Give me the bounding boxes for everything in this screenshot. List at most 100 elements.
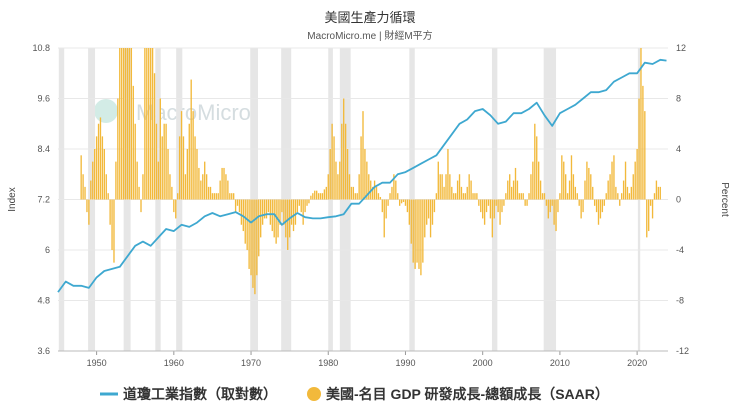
left-tick-label: 9.6: [37, 94, 50, 104]
bar: [113, 199, 115, 263]
left-tick-label: 7.2: [37, 195, 50, 205]
bar: [466, 186, 468, 200]
bar: [530, 174, 532, 200]
bar: [317, 193, 320, 200]
bar: [597, 199, 600, 225]
x-tick-label: 1970: [241, 358, 261, 368]
bar: [366, 161, 368, 200]
bar: [261, 199, 264, 225]
bar: [192, 111, 194, 200]
bar: [607, 180, 609, 200]
bar: [445, 174, 447, 200]
bar: [429, 199, 432, 238]
bar: [483, 199, 486, 225]
bar: [109, 199, 111, 225]
bar: [329, 149, 331, 200]
bar: [204, 161, 206, 200]
bar: [323, 189, 326, 200]
bar: [480, 199, 482, 213]
bar: [182, 136, 185, 200]
bar: [92, 161, 94, 200]
bar: [379, 196, 382, 200]
bar: [180, 111, 183, 200]
bar: [501, 199, 503, 213]
bar: [321, 193, 324, 200]
bar: [628, 193, 631, 200]
bar: [555, 199, 557, 232]
bar: [474, 193, 476, 200]
bar: [256, 199, 258, 276]
bar: [134, 123, 136, 200]
bar: [142, 174, 144, 200]
bar: [512, 180, 515, 200]
bar: [290, 199, 293, 225]
bar: [364, 149, 366, 200]
bar: [377, 193, 380, 200]
bar: [646, 199, 648, 238]
bar: [462, 193, 465, 200]
bar: [298, 199, 300, 206]
bar: [649, 199, 652, 206]
bar: [358, 174, 360, 200]
bar: [620, 193, 623, 200]
bar: [225, 174, 227, 200]
bar: [122, 48, 125, 200]
bar: [516, 180, 519, 200]
bar: [595, 199, 598, 213]
bar: [622, 180, 625, 200]
bar: [194, 136, 196, 200]
bar: [128, 48, 131, 200]
bar: [547, 199, 549, 219]
legend-bar-marker: [307, 387, 321, 401]
bar: [447, 149, 449, 200]
bar: [510, 186, 513, 200]
bar: [103, 149, 106, 200]
bar: [263, 199, 266, 219]
bar: [383, 199, 385, 238]
bar: [636, 149, 638, 200]
bar: [319, 193, 322, 200]
bar: [526, 199, 528, 206]
x-tick-label: 1950: [87, 358, 107, 368]
bar: [350, 186, 353, 200]
bar: [534, 123, 536, 200]
bar: [148, 48, 150, 200]
bar: [570, 155, 573, 200]
bar: [159, 98, 161, 200]
bar: [333, 136, 335, 200]
left-tick-label: 4.8: [37, 296, 50, 306]
bar: [402, 199, 405, 203]
bar: [173, 199, 175, 213]
bar: [238, 199, 241, 213]
bar: [458, 174, 461, 200]
right-tick-label: 12: [676, 43, 686, 53]
bar: [248, 199, 250, 269]
bar: [281, 199, 283, 213]
bar: [389, 193, 391, 200]
bar: [431, 199, 434, 225]
bar: [464, 193, 466, 200]
bar: [561, 155, 563, 200]
bar: [337, 174, 339, 200]
bar: [590, 174, 592, 200]
bar: [624, 161, 627, 200]
bar: [522, 193, 524, 200]
bar: [441, 174, 443, 200]
bar: [360, 136, 362, 200]
bar: [82, 174, 84, 200]
bar: [503, 199, 505, 206]
bar: [468, 174, 470, 200]
bar: [306, 199, 308, 206]
bar: [105, 174, 107, 200]
left-tick-label: 6: [45, 245, 50, 255]
bar: [543, 193, 546, 200]
bar: [121, 48, 123, 200]
bar: [279, 199, 281, 225]
bar: [153, 73, 156, 200]
bar: [250, 199, 252, 276]
bar: [657, 186, 660, 200]
bar: [304, 199, 306, 213]
bar: [568, 180, 571, 200]
bar: [213, 193, 216, 200]
bar: [588, 167, 590, 200]
